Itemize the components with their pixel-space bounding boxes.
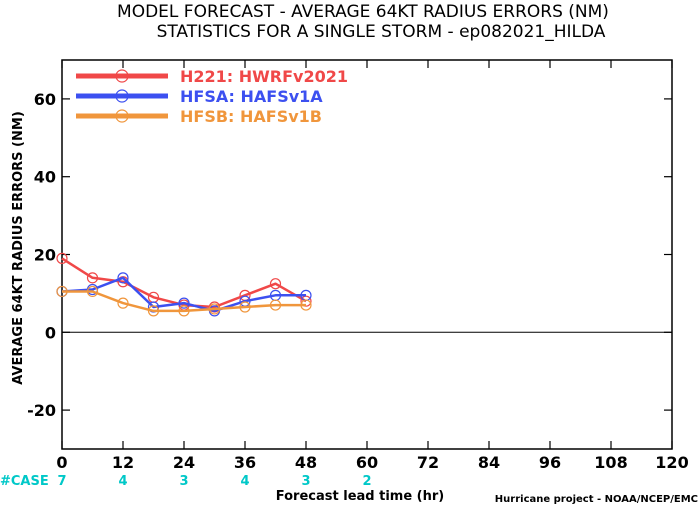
y-axis-label: AVERAGE 64KT RADIUS ERRORS (NM) [11,111,26,385]
x-tick-label: 36 [234,453,256,472]
series-point-1 [86,272,99,284]
legend-marker-1 [115,69,129,83]
y-tick-label: 0 [45,323,56,342]
y-tick-label: 20 [34,246,56,265]
data-series [56,252,312,317]
series-point-3 [117,297,129,309]
y-tick-label: -20 [27,401,56,420]
credit-text: Hurricane project - NOAA/NCEP/EMC [495,494,698,505]
series-point-2 [117,272,129,284]
x-tick-label: 0 [56,453,67,472]
legend-marker-2 [115,89,129,103]
series-point-3 [239,301,251,313]
series-point-1 [56,252,68,264]
legend-label-1: H221: HWRFv2021 [180,67,348,86]
x-tick-label: 24 [173,453,195,472]
series-point-1 [269,278,282,290]
series-point-3 [86,285,99,298]
x-tick-label: 120 [655,453,688,472]
series-point-3 [300,299,312,311]
case-count: 4 [118,474,127,489]
y-tick-label: 40 [34,168,56,187]
case-count: 3 [301,474,310,489]
series-point-3 [269,299,282,311]
x-tick-label: 84 [478,453,500,472]
x-tick-label: 12 [112,453,134,472]
series-point-2 [178,297,190,309]
legend-label-2: HFSA: HAFSv1A [180,87,323,106]
axes: 0 12 24 36 48 60 72 84 96 108 120 -20 0 20 40 60 [27,60,689,472]
case-label: #CASE [0,474,49,489]
chart-subtitle: STATISTICS FOR A SINGLE STORM - ep082021… [157,22,606,42]
case-counts: #CASE 7 4 3 4 3 2 [0,474,372,489]
series-line-1 [61,257,307,309]
x-tick-label: 60 [356,453,378,472]
series-line-2 [61,276,306,313]
series-point-3 [178,305,190,317]
legend-marker-3 [115,109,129,123]
case-count: 7 [57,474,66,489]
x-tick-label: 108 [594,453,627,472]
series-point-3 [56,285,68,298]
x-tick-label: 72 [417,453,439,472]
x-tick-label: 96 [539,453,561,472]
x-tick-label: 48 [295,453,317,472]
legend-label-3: HFSB: HAFSv1B [180,107,322,126]
x-axis-label: Forecast lead time (hr) [276,489,444,504]
case-count: 4 [240,474,249,489]
series-line-3 [62,290,306,313]
y-tick-label: 60 [34,90,56,109]
case-count: 3 [179,474,188,489]
series-point-3 [147,305,160,317]
series-point-3 [208,303,221,315]
chart-title: MODEL FORECAST - AVERAGE 64KT RADIUS ERR… [117,2,609,22]
case-count: 2 [362,474,371,489]
